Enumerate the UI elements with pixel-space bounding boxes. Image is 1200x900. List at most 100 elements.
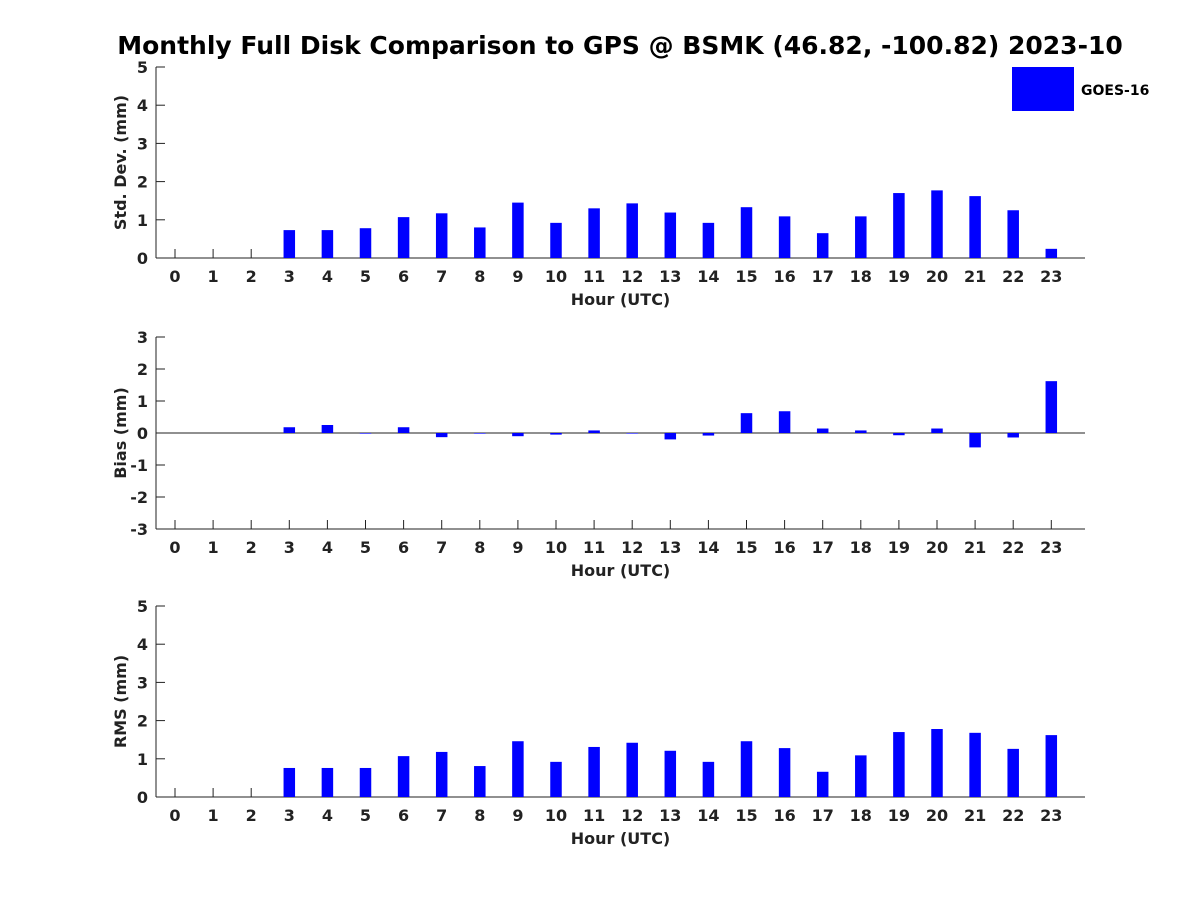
x-tick-label: 2 [246, 806, 257, 825]
x-tick-label: 13 [659, 538, 681, 557]
x-tick-label: 1 [208, 538, 219, 557]
x-tick-label: 6 [398, 267, 409, 286]
x-tick-label: 2 [246, 538, 257, 557]
x-tick-label: 22 [1002, 538, 1024, 557]
bar-hour-10 [550, 433, 562, 435]
x-tick-label: 21 [964, 267, 986, 286]
y-tick-label: 5 [137, 597, 148, 616]
x-tick-label: 20 [926, 267, 948, 286]
y-tick-label: 0 [137, 788, 148, 807]
x-tick-label: 10 [545, 538, 567, 557]
bar-hour-19 [893, 433, 905, 436]
y-tick-label: 5 [137, 58, 148, 77]
bar-hour-5 [359, 433, 372, 434]
x-axis-label: Hour (UTC) [571, 829, 671, 848]
bar-hour-23 [1045, 735, 1058, 797]
bar-hour-12 [626, 433, 638, 434]
x-tick-label: 15 [735, 806, 757, 825]
bar-hour-15 [740, 413, 753, 433]
bar-hour-20 [931, 428, 943, 433]
x-tick-label: 18 [850, 806, 872, 825]
bar-hour-13 [664, 212, 677, 258]
y-axis-label: Bias (mm) [111, 387, 130, 479]
bar-hour-7 [435, 433, 448, 438]
x-tick-label: 5 [360, 267, 371, 286]
x-tick-label: 21 [964, 538, 986, 557]
y-tick-label: -3 [130, 520, 148, 539]
bar-hour-11 [588, 746, 600, 797]
bar-hour-20 [931, 190, 943, 258]
x-tick-label: 11 [583, 538, 605, 557]
bar-hour-3 [283, 427, 296, 433]
x-tick-label: 17 [812, 806, 834, 825]
bar-hour-10 [550, 761, 562, 797]
bar-hour-8 [474, 433, 486, 434]
x-tick-label: 14 [697, 538, 719, 557]
bar-hour-4 [321, 425, 334, 433]
bar-hour-5 [359, 767, 372, 797]
bar-hour-19 [893, 193, 905, 258]
x-tick-label: 19 [888, 806, 910, 825]
y-tick-label: 2 [137, 360, 148, 379]
x-tick-label: 5 [360, 538, 371, 557]
x-tick-label: 7 [436, 267, 447, 286]
bar-hour-6 [397, 427, 410, 433]
chart-title: Monthly Full Disk Comparison to GPS @ BS… [117, 31, 1123, 60]
x-tick-label: 11 [583, 806, 605, 825]
bar-hour-23 [1045, 248, 1058, 258]
bar-hour-17 [816, 771, 829, 797]
x-tick-label: 0 [169, 538, 180, 557]
x-tick-label: 11 [583, 267, 605, 286]
legend-label: GOES-16 [1081, 83, 1149, 99]
bar-hour-21 [969, 732, 981, 797]
y-tick-label: 0 [137, 249, 148, 268]
bar-hour-13 [664, 750, 677, 797]
bar-hour-21 [969, 196, 981, 258]
y-tick-label: 3 [137, 134, 148, 153]
bar-hour-17 [816, 428, 829, 433]
y-tick-label: 4 [137, 635, 148, 654]
bar-hour-12 [626, 742, 638, 797]
bar-hour-3 [283, 767, 296, 797]
bar-hour-15 [740, 207, 753, 258]
bar-hour-18 [855, 430, 867, 433]
x-tick-label: 3 [284, 806, 295, 825]
x-tick-label: 10 [545, 806, 567, 825]
x-tick-label: 14 [697, 806, 719, 825]
x-tick-label: 16 [773, 267, 795, 286]
y-tick-label: 1 [137, 750, 148, 769]
legend: GOES-16 [1012, 67, 1149, 111]
x-tick-label: 8 [474, 538, 485, 557]
y-axis-label: Std. Dev. (mm) [111, 95, 130, 230]
x-tick-label: 12 [621, 538, 643, 557]
bar-hour-6 [397, 217, 410, 258]
x-tick-label: 5 [360, 806, 371, 825]
bar-hour-15 [740, 741, 753, 797]
x-tick-label: 18 [850, 267, 872, 286]
y-tick-label: 0 [137, 424, 148, 443]
x-tick-label: 23 [1040, 267, 1062, 286]
y-tick-label: 3 [137, 328, 148, 347]
x-tick-label: 9 [512, 806, 523, 825]
bar-hour-9 [512, 433, 524, 437]
bar-hour-9 [512, 202, 524, 258]
bar-hour-14 [702, 433, 715, 436]
x-tick-label: 22 [1002, 806, 1024, 825]
x-tick-label: 17 [812, 538, 834, 557]
bar-hour-22 [1007, 210, 1019, 258]
bar-hour-14 [702, 761, 715, 797]
x-tick-label: 6 [398, 806, 409, 825]
x-tick-label: 9 [512, 538, 523, 557]
bar-hour-4 [321, 767, 334, 797]
bar-hour-4 [321, 230, 334, 258]
legend-swatch [1012, 67, 1074, 111]
bar-hour-7 [435, 751, 448, 797]
x-tick-label: 0 [169, 806, 180, 825]
x-tick-label: 8 [474, 806, 485, 825]
bar-hour-22 [1007, 433, 1019, 438]
x-tick-label: 23 [1040, 806, 1062, 825]
bar-hour-20 [931, 729, 943, 797]
y-tick-label: 1 [137, 392, 148, 411]
y-tick-label: -2 [130, 488, 148, 507]
